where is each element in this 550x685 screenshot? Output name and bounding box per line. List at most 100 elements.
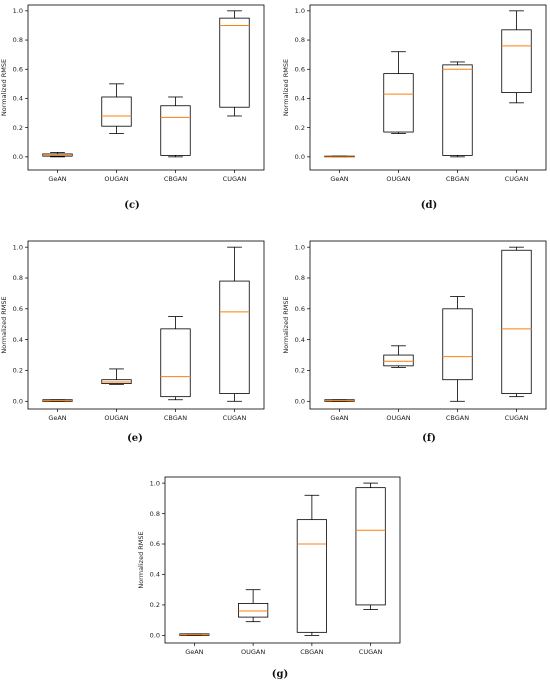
iqr-box	[383, 73, 414, 133]
box-ougan	[383, 51, 414, 134]
y-tick-label: 0.4	[13, 336, 23, 344]
x-tick-label: CUGAN	[505, 175, 529, 183]
iqr-box	[383, 354, 414, 367]
x-tick-label: GeAN	[185, 648, 203, 656]
iqr-box	[160, 328, 191, 398]
iqr-box	[219, 17, 250, 108]
x-tick-label: CBGAN	[446, 414, 469, 422]
y-tick-label: 0.2	[150, 601, 160, 609]
y-tick-label: 0.4	[295, 336, 305, 344]
y-tick-label: 0.8	[13, 36, 23, 44]
y-axis-label: Normalized RMSE	[282, 296, 290, 353]
box-cugan	[501, 246, 532, 398]
box-cbgan	[442, 296, 473, 402]
y-tick-label: 0.6	[150, 540, 160, 548]
x-tick-label: OUGAN	[386, 414, 410, 422]
y-tick-label: 0.2	[295, 367, 305, 375]
panel-caption: (e)	[127, 433, 143, 444]
y-tick-label: 0.6	[295, 65, 305, 73]
panel-caption: (c)	[124, 200, 140, 211]
x-tick-label: CUGAN	[223, 175, 247, 183]
box-cugan	[219, 246, 250, 402]
y-tick-label: 0.4	[13, 95, 23, 103]
panel-e: 0.0 0.2 0.4 0.6 0.8 1.0 Normalized RMSE GeAN OUG…	[0, 240, 265, 444]
x-tick-label: CUGAN	[359, 648, 383, 656]
axes-frame	[309, 4, 547, 171]
box-gean	[42, 399, 73, 402]
iqr-box	[501, 249, 532, 394]
panel-caption: (f)	[422, 433, 436, 444]
box-gean	[324, 399, 355, 402]
iqr-box	[501, 29, 532, 94]
x-tick-label: OUGAN	[386, 175, 410, 183]
y-tick-label: 0.2	[13, 124, 23, 132]
axes-frame	[27, 240, 265, 410]
panel-c: 0.0 0.2 0.4 0.6 0.8 1.0 Normalized RMSE GeAN OUG…	[0, 4, 265, 211]
x-tick-label: OUGAN	[104, 414, 128, 422]
y-tick-label: 0.2	[13, 367, 23, 375]
box-gean	[324, 155, 355, 158]
y-tick-label: 0.8	[13, 274, 23, 282]
y-tick-label: 0.0	[13, 153, 23, 161]
box-gean	[179, 633, 210, 636]
y-tick-label: 1.0	[150, 479, 160, 487]
box-cbgan	[442, 61, 473, 158]
axes-frame	[27, 4, 265, 171]
iqr-box	[296, 519, 327, 633]
y-tick-label: 0.4	[295, 95, 305, 103]
y-tick-label: 0.8	[150, 510, 160, 518]
y-tick-label: 0.2	[295, 124, 305, 132]
y-axis-label: Normalized RMSE	[0, 59, 8, 116]
y-tick-label: 0.6	[13, 305, 23, 313]
axes-frame	[164, 476, 401, 644]
x-tick-label: CBGAN	[164, 175, 187, 183]
box-ougan	[238, 589, 269, 623]
y-tick-label: 0.0	[13, 397, 23, 405]
iqr-box	[101, 96, 132, 127]
box-ougan	[383, 345, 414, 368]
box-ougan	[101, 368, 132, 385]
y-tick-label: 0.8	[295, 274, 305, 282]
x-tick-label: CBGAN	[300, 648, 323, 656]
box-gean	[42, 152, 73, 158]
box-cbgan	[160, 96, 191, 158]
y-tick-label: 1.0	[13, 7, 23, 15]
iqr-box	[442, 64, 473, 156]
y-tick-label: 1.0	[13, 243, 23, 251]
x-tick-label: OUGAN	[241, 648, 265, 656]
iqr-box	[160, 105, 191, 156]
y-tick-label: 0.0	[295, 153, 305, 161]
x-tick-label: GeAN	[330, 414, 348, 422]
panel-caption: (g)	[272, 669, 288, 680]
box-cbgan	[296, 494, 327, 636]
y-tick-label: 1.0	[295, 7, 305, 15]
y-axis-label: Normalized RMSE	[0, 296, 8, 353]
box-ougan	[101, 83, 132, 134]
iqr-box	[238, 603, 269, 618]
panel-d: 0.0 0.2 0.4 0.6 0.8 1.0 Normalized RMSE GeAN OUG…	[282, 4, 547, 211]
axes-frame	[309, 240, 547, 410]
panel-caption: (d)	[421, 200, 437, 211]
box-cugan	[501, 10, 532, 104]
box-cugan	[355, 482, 386, 610]
y-tick-label: 0.0	[150, 632, 160, 640]
x-tick-label: GeAN	[330, 175, 348, 183]
x-tick-label: CBGAN	[446, 175, 469, 183]
y-tick-label: 0.8	[295, 36, 305, 44]
y-tick-label: 0.6	[295, 305, 305, 313]
box-cugan	[219, 10, 250, 117]
x-tick-label: GeAN	[48, 175, 66, 183]
box-cbgan	[160, 316, 191, 401]
iqr-box	[355, 487, 386, 606]
y-tick-label: 0.4	[150, 571, 160, 579]
x-tick-label: CUGAN	[223, 414, 247, 422]
y-axis-label: Normalized RMSE	[282, 59, 290, 116]
x-tick-label: CBGAN	[164, 414, 187, 422]
iqr-box	[219, 280, 250, 394]
y-tick-label: 0.0	[295, 397, 305, 405]
x-tick-label: GeAN	[48, 414, 66, 422]
y-axis-label: Normalized RMSE	[137, 531, 145, 588]
x-tick-label: OUGAN	[104, 175, 128, 183]
panel-g: 0.0 0.2 0.4 0.6 0.8 1.0 Normalized RMSE GeAN OUG…	[137, 476, 401, 680]
